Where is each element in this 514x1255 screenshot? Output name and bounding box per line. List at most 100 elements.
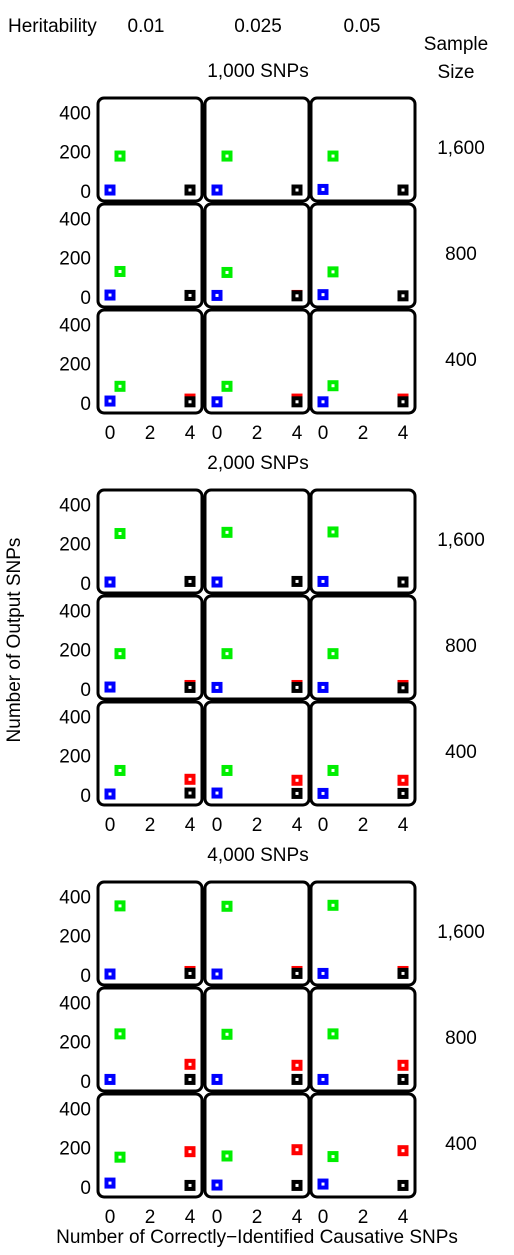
data-point-center xyxy=(225,530,229,534)
panel-frame xyxy=(96,96,204,203)
panel-frame xyxy=(309,1092,417,1199)
heritability-label: Heritability xyxy=(8,16,97,37)
data-point-center xyxy=(295,791,299,795)
snp-group-title: 1,000 SNPs xyxy=(207,61,308,82)
panel-frame xyxy=(203,202,311,309)
y-tick-label: 400 xyxy=(59,707,91,728)
x-tick-label: 4 xyxy=(292,1207,303,1228)
x-tick-label: 2 xyxy=(145,1207,156,1228)
data-point-center xyxy=(215,1077,219,1081)
y-tick-label: 0 xyxy=(80,680,91,701)
data-point-center xyxy=(295,971,299,975)
sample-size-label-line2: Size xyxy=(438,62,475,83)
data-point-center xyxy=(188,1150,192,1154)
sample-size-label: 800 xyxy=(445,244,477,265)
y-tick-label: 200 xyxy=(59,1139,91,1160)
y-tick-label: 200 xyxy=(59,535,91,556)
data-point-center xyxy=(401,778,405,782)
y-tick-label: 200 xyxy=(59,747,91,768)
data-point-center xyxy=(188,1077,192,1081)
data-point-center xyxy=(331,903,335,907)
data-point-center xyxy=(108,293,112,297)
panel-frame xyxy=(96,1092,204,1199)
x-tick-label: 4 xyxy=(185,1207,196,1228)
panel-frame xyxy=(203,986,311,1093)
data-point-center xyxy=(321,400,325,404)
data-point-center xyxy=(321,293,325,297)
x-tick-label: 0 xyxy=(105,1207,116,1228)
y-tick-label: 0 xyxy=(80,182,91,203)
data-point-center xyxy=(295,1063,299,1067)
data-point-center xyxy=(188,791,192,795)
y-tick-label: 200 xyxy=(59,641,91,662)
data-point-center xyxy=(225,1032,229,1036)
data-point-center xyxy=(321,187,325,191)
y-tick-label: 200 xyxy=(59,249,91,270)
data-point-center xyxy=(295,188,299,192)
data-point-center xyxy=(321,579,325,583)
data-point-center xyxy=(118,768,122,772)
x-tick-label: 0 xyxy=(212,1207,223,1228)
data-point-center xyxy=(331,1032,335,1036)
data-point-center xyxy=(188,400,192,404)
plot-grid: 1,000 SNPs02004001,600020040080002004004… xyxy=(59,61,484,1228)
data-point-center xyxy=(188,971,192,975)
data-point-center xyxy=(401,188,405,192)
data-point-center xyxy=(118,1155,122,1159)
panel-frame xyxy=(96,986,204,1093)
data-point-center xyxy=(215,791,219,795)
x-tick-label: 2 xyxy=(358,423,369,444)
data-point-center xyxy=(401,971,405,975)
x-tick-label: 2 xyxy=(358,815,369,836)
data-point-center xyxy=(215,685,219,689)
data-point-center xyxy=(331,384,335,388)
data-point-center xyxy=(118,154,122,158)
y-tick-label: 0 xyxy=(80,1178,91,1199)
data-point-center xyxy=(108,399,112,403)
heritability-value-2: 0.025 xyxy=(234,16,282,37)
data-point-center xyxy=(295,294,299,298)
data-point-center xyxy=(225,904,229,908)
x-tick-label: 2 xyxy=(252,423,263,444)
sample-size-label-line1: Sample xyxy=(424,34,488,55)
data-point-center xyxy=(401,580,405,584)
x-tick-label: 4 xyxy=(292,423,303,444)
y-tick-label: 400 xyxy=(59,315,91,336)
panel-frame xyxy=(309,488,417,595)
y-tick-label: 400 xyxy=(59,1099,91,1120)
data-point-center xyxy=(295,685,299,689)
y-tick-label: 400 xyxy=(59,495,91,516)
x-tick-label: 0 xyxy=(212,423,223,444)
data-point-center xyxy=(321,685,325,689)
panel-frame xyxy=(309,594,417,701)
data-point-center xyxy=(401,1063,405,1067)
data-point-center xyxy=(108,972,112,976)
data-point-center xyxy=(188,579,192,583)
x-tick-label: 2 xyxy=(145,423,156,444)
data-point-center xyxy=(188,685,192,689)
data-point-center xyxy=(331,530,335,534)
data-point-center xyxy=(225,768,229,772)
data-point-center xyxy=(108,580,112,584)
sample-size-label: 800 xyxy=(445,636,477,657)
data-point-center xyxy=(295,778,299,782)
data-point-center xyxy=(108,685,112,689)
x-tick-label: 4 xyxy=(398,1207,409,1228)
sample-size-label: 400 xyxy=(445,1134,477,1155)
data-point-center xyxy=(118,384,122,388)
data-point-center xyxy=(225,652,229,656)
panel-frame xyxy=(96,202,204,309)
data-point-center xyxy=(321,1077,325,1081)
data-point-center xyxy=(331,154,335,158)
panel-frame xyxy=(309,96,417,203)
data-point-center xyxy=(321,971,325,975)
data-point-center xyxy=(321,1182,325,1186)
data-point-center xyxy=(108,188,112,192)
panel-frame xyxy=(203,700,311,807)
x-tick-label: 0 xyxy=(105,423,116,444)
data-point-center xyxy=(215,400,219,404)
data-point-center xyxy=(118,532,122,536)
sample-size-label: 1,600 xyxy=(437,138,485,159)
data-point-center xyxy=(188,1062,192,1066)
data-point-center xyxy=(331,270,335,274)
